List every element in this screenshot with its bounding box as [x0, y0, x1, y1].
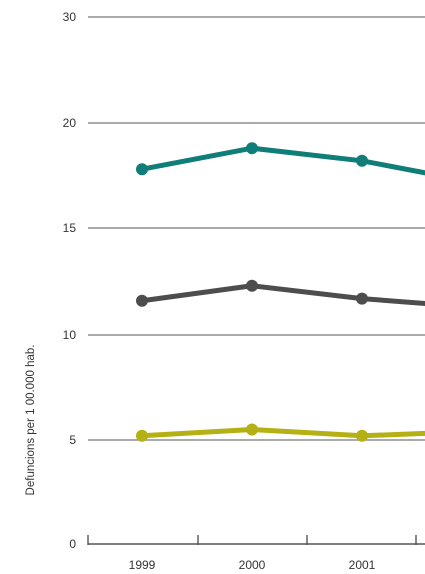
x-tick-label: 2000 [239, 558, 266, 572]
y-tick-label: 10 [63, 328, 77, 342]
gridlines [88, 16, 425, 441]
y-tick-label: 15 [63, 221, 77, 235]
series-point-2 [136, 294, 148, 307]
series-point-1 [136, 163, 148, 176]
y-tick-labels: 0 5 10 15 20 30 [63, 10, 77, 551]
y-tick-label: 20 [63, 116, 77, 130]
series-point-3 [136, 429, 148, 442]
series-point-1 [356, 154, 368, 167]
x-tick-labels: 1999 2000 2001 [129, 558, 376, 572]
series-point-1 [246, 142, 258, 155]
y-tick-label: 30 [63, 10, 77, 24]
y-axis-label: Defuncions per 1 00.000 hab. [25, 345, 37, 496]
series-point-2 [246, 279, 258, 292]
y-tick-label: 5 [69, 433, 76, 447]
series-point-2 [356, 292, 368, 305]
x-axis [87, 535, 425, 545]
series-point-3 [356, 429, 368, 442]
series-line-2 [139, 283, 425, 307]
x-tick-label: 2001 [349, 558, 376, 572]
series-line-3 [139, 427, 425, 439]
series-group [136, 142, 425, 442]
series-point-3 [246, 423, 258, 436]
y-tick-label: 0 [69, 537, 76, 551]
x-tick-label: 1999 [129, 558, 156, 572]
series-line-1 [139, 145, 425, 176]
